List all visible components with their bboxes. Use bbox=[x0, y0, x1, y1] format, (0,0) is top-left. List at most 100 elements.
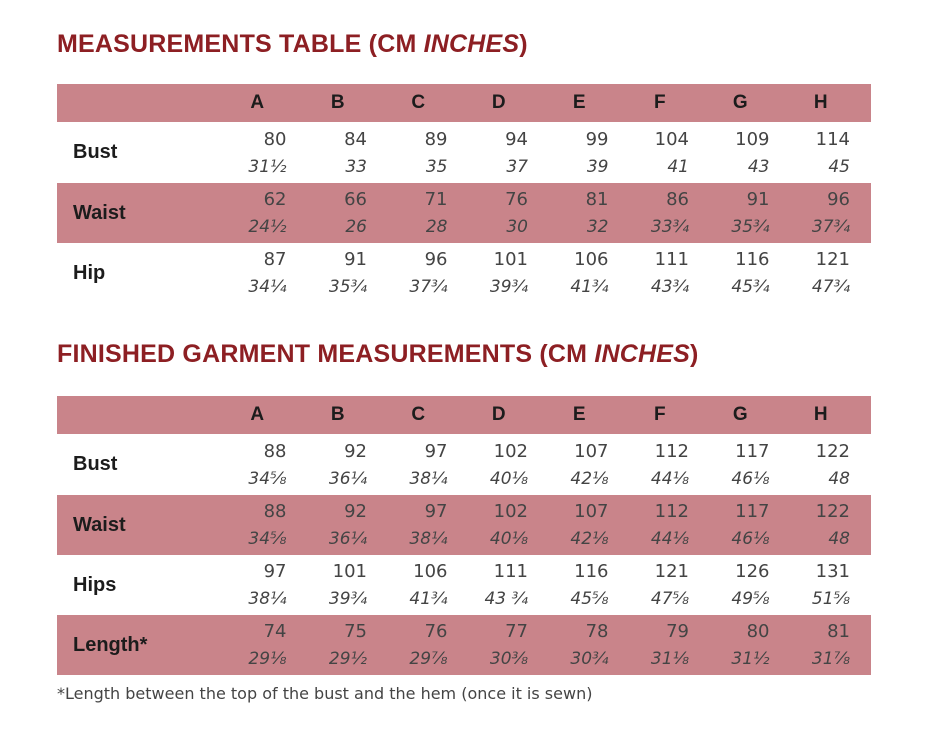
cm-value: 102 bbox=[493, 440, 528, 462]
inch-value: 31⅞ bbox=[811, 649, 850, 669]
inch-value: 31½ bbox=[731, 649, 770, 669]
table-header-row: A B C D E F G H bbox=[57, 84, 871, 122]
cm-value: 88 bbox=[263, 440, 287, 462]
inch-value: 35¾ bbox=[731, 217, 770, 237]
inch-value: 46⅛ bbox=[731, 468, 770, 489]
inch-value: 46⅛ bbox=[731, 529, 770, 549]
inch-value: 28 bbox=[425, 217, 448, 237]
cm-value: 131 bbox=[815, 561, 850, 582]
measurement-cell: 97 38¼ bbox=[217, 555, 298, 615]
measurement-cell: 89 35 bbox=[378, 122, 459, 183]
cm-value: 80 bbox=[263, 128, 287, 150]
cm-value: 77 bbox=[505, 621, 528, 642]
size-header-b: B bbox=[330, 92, 345, 113]
measurement-cell: 81 31⅞ bbox=[781, 615, 862, 675]
table-row: Waist 62 24½ 66 26 71 28 76 30 81 32 86 33¾ 91 35¾ 96 37… bbox=[57, 183, 871, 243]
measurement-cell: 91 35¾ bbox=[298, 243, 379, 303]
cm-value: 89 bbox=[424, 128, 448, 150]
cm-value: 66 bbox=[344, 189, 367, 210]
inch-value: 43 ¾ bbox=[484, 589, 528, 609]
measurement-cell: 121 47¾ bbox=[781, 243, 862, 303]
cm-value: 102 bbox=[493, 501, 528, 522]
inch-value: 37¾ bbox=[811, 217, 850, 237]
finished-garment-title: FINISHED GARMENT MEASUREMENTS (CM INCHES… bbox=[57, 340, 699, 369]
size-header-b: B bbox=[330, 404, 345, 425]
measurement-cell: 77 30⅜ bbox=[459, 615, 540, 675]
header-spacer bbox=[57, 396, 217, 434]
inch-value: 29⅞ bbox=[409, 649, 448, 669]
header-spacer bbox=[57, 84, 217, 122]
inch-value: 41¾ bbox=[409, 589, 448, 609]
inch-value: 37 bbox=[506, 156, 528, 177]
measurement-cell: 91 35¾ bbox=[700, 183, 781, 243]
inch-value: 30⅜ bbox=[489, 649, 528, 669]
cm-value: 101 bbox=[493, 249, 528, 270]
measurement-cell: 80 31½ bbox=[217, 122, 298, 183]
inch-value: 38¼ bbox=[409, 468, 448, 489]
size-header-c: C bbox=[411, 404, 426, 425]
row-label: Hip bbox=[73, 261, 106, 284]
size-header-g: G bbox=[732, 92, 748, 113]
inch-value: 31½ bbox=[248, 156, 287, 177]
row-label: Bust bbox=[73, 141, 118, 163]
size-header-h: H bbox=[813, 92, 828, 113]
measurement-cell: 107 42⅛ bbox=[539, 434, 620, 495]
row-label: Bust bbox=[73, 453, 118, 475]
cm-value: 117 bbox=[735, 440, 770, 462]
cm-value: 86 bbox=[666, 189, 689, 210]
inch-value: 26 bbox=[345, 217, 367, 237]
cm-value: 126 bbox=[735, 561, 770, 582]
measurement-cell: 86 33¾ bbox=[620, 183, 701, 243]
measurement-cell: 94 37 bbox=[459, 122, 540, 183]
cm-value: 122 bbox=[815, 440, 850, 462]
cm-value: 92 bbox=[344, 440, 367, 462]
measurement-cell: 111 43¾ bbox=[620, 243, 701, 303]
inch-value: 29½ bbox=[328, 649, 367, 669]
cm-value: 116 bbox=[574, 561, 609, 582]
measurement-cell: 106 41¾ bbox=[378, 555, 459, 615]
inch-value: 39¾ bbox=[328, 589, 367, 609]
table-row: Bust 88 34⅝ 92 36¼ 97 38¼ 102 40⅛ 107 42⅛ 112 44⅛ 117… bbox=[57, 434, 871, 495]
cm-value: 80 bbox=[746, 621, 770, 642]
inch-value: 44⅛ bbox=[650, 529, 689, 549]
measurement-cell: 109 43 bbox=[700, 122, 781, 183]
inch-value: 43¾ bbox=[650, 277, 689, 297]
measurement-cell: 87 34¼ bbox=[217, 243, 298, 303]
measurement-cell: 74 29⅛ bbox=[217, 615, 298, 675]
cm-value: 94 bbox=[505, 128, 528, 150]
inch-value: 34⅝ bbox=[248, 529, 287, 549]
measurement-cell: 97 38¼ bbox=[378, 495, 459, 555]
cm-value: 76 bbox=[424, 621, 448, 642]
cm-value: 79 bbox=[666, 621, 689, 642]
cm-value: 91 bbox=[746, 189, 770, 210]
measurement-cell: 121 47⅝ bbox=[620, 555, 701, 615]
size-header-h: H bbox=[813, 404, 828, 425]
cm-value: 75 bbox=[344, 621, 367, 642]
inch-value: 51⅝ bbox=[811, 589, 850, 609]
inch-value: 35¾ bbox=[328, 277, 367, 297]
row-label: Length* bbox=[73, 633, 148, 656]
size-header-f: F bbox=[653, 404, 666, 425]
table-row: Bust 80 31½ 84 33 89 35 94 37 99 39 104 41 109 43 114 45 bbox=[57, 122, 871, 183]
size-header-c: C bbox=[411, 92, 426, 113]
inch-value: 31⅛ bbox=[650, 649, 689, 669]
measurement-cell: 112 44⅛ bbox=[620, 434, 701, 495]
cm-value: 101 bbox=[332, 561, 367, 582]
inch-value: 48 bbox=[828, 529, 850, 549]
measurement-cell: 102 40⅛ bbox=[459, 495, 540, 555]
cm-value: 62 bbox=[263, 189, 287, 210]
measurement-cell: 88 34⅝ bbox=[217, 434, 298, 495]
inch-value: 37¾ bbox=[409, 277, 448, 297]
cm-value: 81 bbox=[585, 189, 609, 210]
inch-value: 47¾ bbox=[811, 277, 850, 297]
title-text: MEASUREMENTS TABLE (CM bbox=[57, 30, 424, 58]
cm-value: 91 bbox=[344, 249, 367, 270]
title-text: FINISHED GARMENT MEASUREMENTS (CM bbox=[57, 340, 595, 368]
inch-value: 32 bbox=[586, 217, 609, 237]
cm-value: 112 bbox=[654, 440, 689, 462]
measurement-cell: 106 41¾ bbox=[539, 243, 620, 303]
title-unit-italic: INCHES bbox=[423, 30, 520, 58]
inch-value: 36¼ bbox=[328, 468, 367, 489]
measurement-cell: 62 24½ bbox=[217, 183, 298, 243]
cm-value: 84 bbox=[344, 128, 367, 150]
